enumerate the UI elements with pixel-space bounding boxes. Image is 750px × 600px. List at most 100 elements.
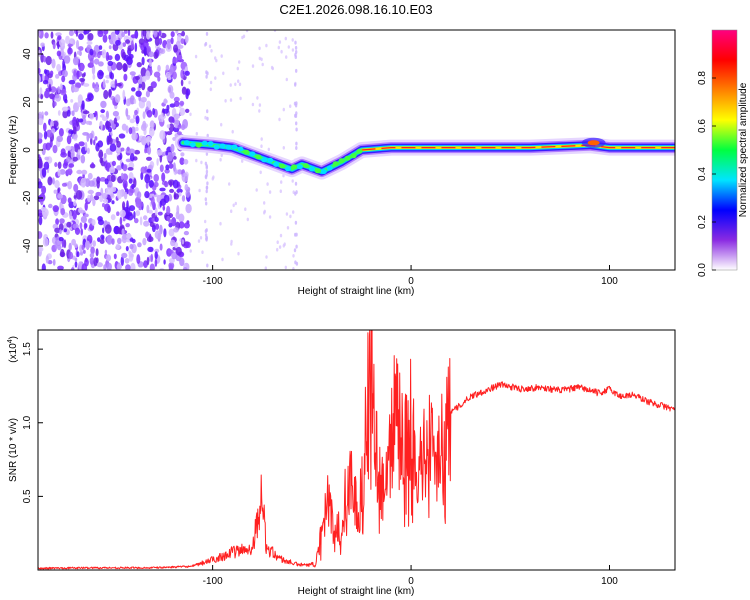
noise-speckle: [83, 83, 90, 87]
noise-speckle: [166, 205, 171, 216]
noise-speckle: [126, 146, 130, 151]
noise-speckle: [114, 145, 122, 153]
noise-speckle: [124, 258, 130, 264]
noise-speckle: [99, 114, 105, 118]
noise-speckle: [104, 203, 111, 212]
noise-speckle: [79, 222, 83, 230]
noise-speckle: [46, 129, 53, 138]
noise-speckle: [52, 41, 56, 50]
noise-speckle: [159, 164, 164, 173]
noise-speckle: [156, 158, 159, 166]
noise-speckle: [84, 178, 91, 188]
colorbar-frame: [711, 29, 738, 271]
noise-speckle: [154, 36, 160, 47]
noise-speckle: [103, 89, 109, 100]
noise-speckle: [204, 219, 207, 224]
noise-speckle: [43, 55, 47, 63]
noise-speckle: [263, 210, 266, 215]
noise-speckle: [145, 70, 151, 81]
snr-panel: -100 0 100 0.5 1.0 1.5 Height of straight li…: [7, 329, 676, 597]
noise-speckle: [251, 64, 255, 68]
noise-speckle: [57, 35, 62, 41]
noise-speckle: [121, 31, 125, 38]
noise-speckle: [131, 183, 135, 190]
noise-speckle: [172, 71, 177, 80]
noise-speckle: [261, 62, 264, 67]
noise-speckle: [43, 161, 50, 170]
noise-speckle: [177, 124, 182, 129]
noise-speckle: [40, 94, 43, 100]
noise-speckle: [205, 173, 208, 177]
noise-speckle: [77, 149, 81, 156]
noise-speckle: [292, 267, 295, 270]
noise-speckle: [237, 251, 240, 256]
noise-speckle: [200, 160, 203, 165]
noise-speckle: [38, 111, 42, 120]
noise-speckle: [295, 121, 298, 126]
noise-speckle: [63, 228, 67, 233]
noise-speckle: [57, 161, 62, 169]
noise-speckle: [295, 261, 299, 266]
noise-speckle: [155, 223, 160, 230]
noise-speckle: [66, 156, 71, 162]
noise-speckle: [87, 93, 94, 102]
noise-speckle: [60, 148, 66, 156]
noise-speckle: [289, 214, 292, 219]
noise-speckle: [292, 254, 295, 258]
noise-speckle: [76, 70, 80, 80]
noise-speckle: [75, 190, 83, 200]
noise-speckle: [185, 203, 192, 214]
noise-speckle: [267, 147, 270, 152]
noise-speckle: [149, 120, 155, 129]
noise-speckle: [67, 43, 73, 48]
noise-speckle: [154, 230, 162, 240]
noise-speckle: [125, 264, 131, 270]
noise-speckle: [179, 257, 185, 267]
noise-speckle: [105, 51, 110, 62]
signal-blob: [320, 169, 327, 175]
noise-speckle: [98, 61, 104, 67]
noise-speckle: [285, 55, 288, 59]
noise-speckle: [123, 30, 128, 34]
signal-blob: [285, 166, 291, 172]
spectrogram-x-tick-label: 100: [601, 276, 618, 287]
noise-speckle: [201, 250, 204, 254]
noise-speckle: [286, 226, 290, 230]
noise-speckle: [168, 163, 174, 169]
noise-speckle: [265, 43, 268, 48]
noise-speckle: [161, 112, 164, 123]
noise-speckle: [212, 175, 215, 179]
noise-speckle: [263, 201, 266, 205]
noise-speckle: [234, 82, 237, 87]
noise-speckle: [170, 143, 175, 153]
noise-speckle: [123, 73, 128, 82]
noise-speckle: [76, 251, 80, 258]
noise-speckle: [256, 96, 259, 100]
noise-speckle: [71, 267, 75, 270]
noise-speckle: [102, 78, 106, 89]
noise-speckle: [134, 126, 139, 132]
noise-speckle: [56, 50, 62, 57]
noise-speckle: [43, 69, 48, 75]
noise-speckle: [93, 58, 100, 65]
signal-blob: [219, 143, 226, 149]
noise-speckle: [116, 61, 123, 71]
colorbar-gradient: [712, 30, 737, 270]
noise-speckle: [159, 243, 163, 251]
noise-speckle: [122, 63, 128, 73]
noise-speckle: [204, 41, 208, 46]
noise-speckle: [73, 70, 77, 77]
noise-speckle: [105, 254, 112, 262]
noise-speckle: [173, 156, 177, 160]
noise-speckle: [172, 179, 179, 189]
noise-speckle: [119, 216, 123, 226]
noise-speckle: [109, 166, 116, 174]
colorbar-tick-label: 0.4: [697, 167, 708, 181]
signal-blob: [231, 144, 238, 150]
noise-speckle: [39, 192, 46, 202]
noise-speckle: [146, 168, 152, 173]
noise-speckle: [239, 96, 242, 101]
colorbar-tick-label: 0.2: [697, 215, 708, 229]
noise-speckle: [162, 205, 166, 211]
noise-speckle: [73, 126, 77, 135]
